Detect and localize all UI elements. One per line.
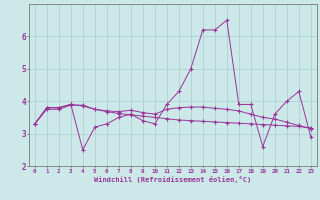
X-axis label: Windchill (Refroidissement éolien,°C): Windchill (Refroidissement éolien,°C) (94, 176, 252, 183)
